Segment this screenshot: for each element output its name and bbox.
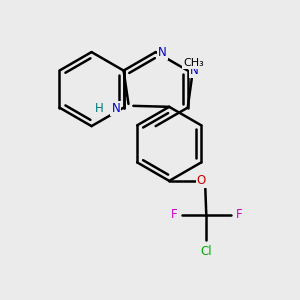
Text: Cl: Cl [200, 245, 212, 258]
Text: N: N [190, 64, 199, 77]
Text: F: F [170, 208, 177, 221]
Text: H: H [95, 102, 103, 115]
Text: O: O [197, 174, 206, 188]
Text: N: N [158, 46, 167, 59]
Text: N: N [111, 102, 120, 115]
Text: CH₃: CH₃ [183, 58, 204, 68]
Text: F: F [236, 208, 242, 221]
